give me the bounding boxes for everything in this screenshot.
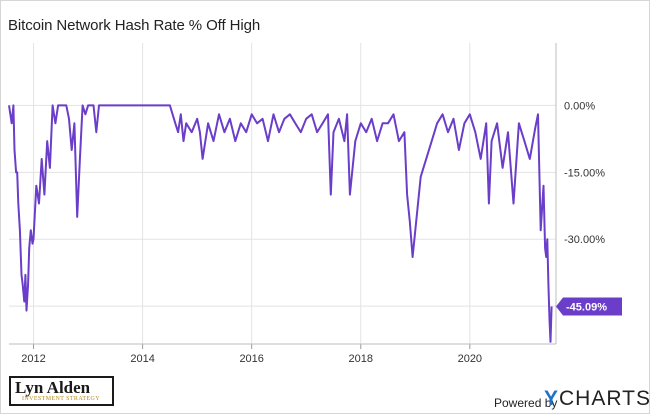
grid-lines xyxy=(9,43,556,344)
x-tick-label-0: 2012 xyxy=(21,353,45,365)
y-tick-label-2: -30.00% xyxy=(564,234,605,246)
ycharts-logo-y: Y xyxy=(544,387,560,410)
chart-title: Bitcoin Network Hash Rate % Off High xyxy=(8,17,261,34)
last-value-label: -45.09% xyxy=(566,301,607,313)
ycharts-logo[interactable]: YCHARTS xyxy=(544,387,650,411)
lyn-alden-logo: Lyn Alden INVESTMENT STRATEGY xyxy=(9,376,114,406)
powered-by-text: Powered by xyxy=(494,396,558,410)
x-tick-label-4: 2020 xyxy=(458,353,482,365)
x-tick-label-1: 2014 xyxy=(130,353,154,365)
logo-subtitle: INVESTMENT STRATEGY xyxy=(22,396,100,402)
y-tick-label-0: 0.00% xyxy=(564,100,595,112)
series-line-0 xyxy=(8,104,553,343)
logo-name: Lyn Alden xyxy=(15,378,91,397)
ycharts-logo-text: CHARTS xyxy=(559,387,650,410)
series-layer xyxy=(8,104,553,343)
x-tick-label-2: 2016 xyxy=(239,353,263,365)
last-value-badge xyxy=(556,297,622,316)
axes xyxy=(9,43,557,349)
x-tick-label-3: 2018 xyxy=(349,353,373,365)
last-value-callout-layer: -45.09% xyxy=(556,297,622,316)
y-tick-label-1: -15.00% xyxy=(564,167,605,179)
